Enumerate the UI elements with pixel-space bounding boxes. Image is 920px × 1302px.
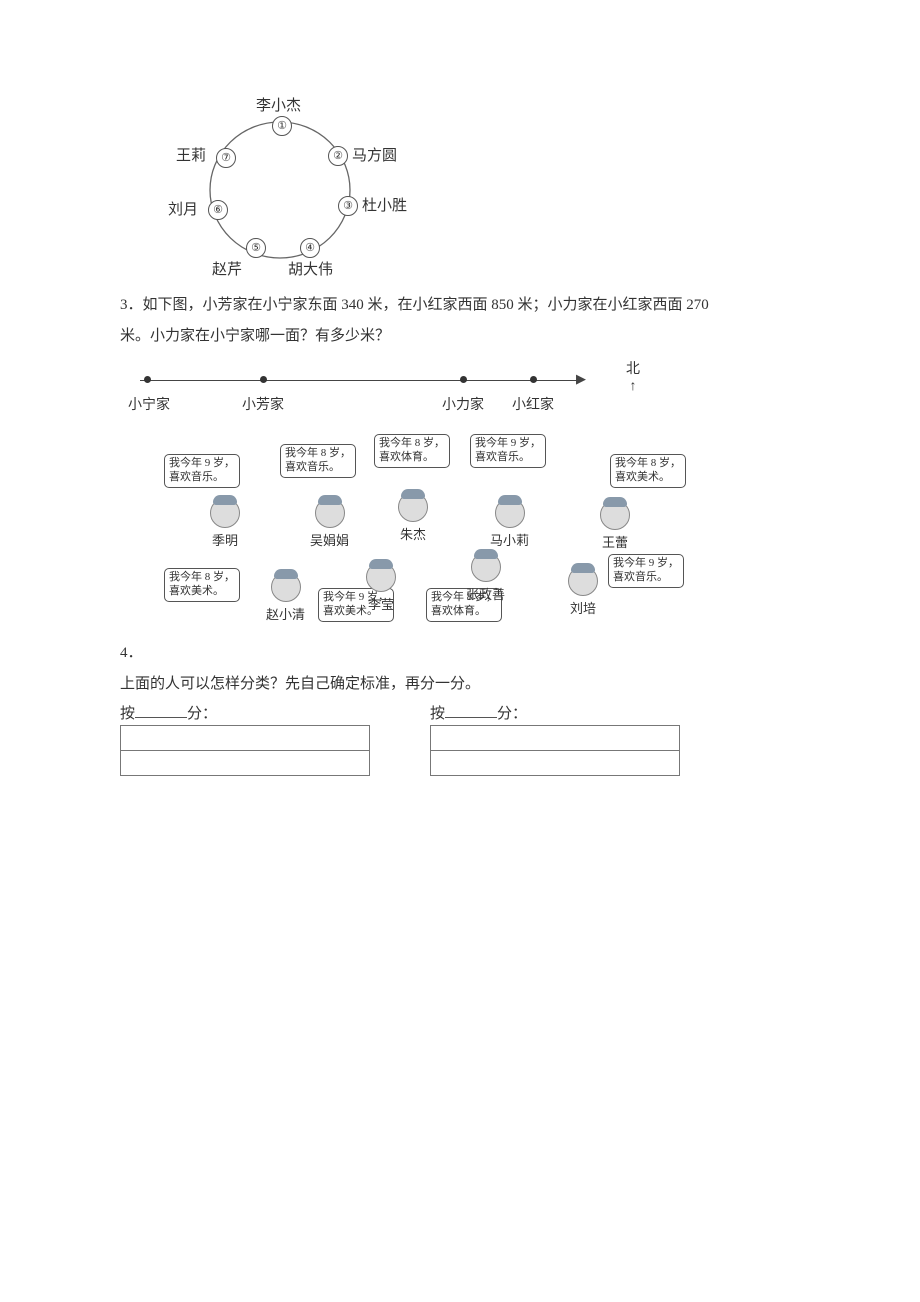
circle-label-6: 刘月 — [168, 198, 198, 219]
people-infographic: 我今年 9 岁，喜欢音乐。 我今年 8 岁，喜欢音乐。 我今年 8 岁，喜欢体育… — [170, 436, 710, 636]
avatar-icon — [600, 500, 630, 530]
circle-node-5: ⑤ — [246, 238, 266, 258]
circle-node-1: ① — [272, 116, 292, 136]
circle-node-3: ③ — [338, 196, 358, 216]
tick-label-xiaohong: 小红家 — [512, 394, 554, 414]
person-zhaoxiaoqing: 赵小清 — [266, 572, 305, 623]
circle-label-3: 杜小胜 — [362, 194, 407, 215]
circle-label-1: 李小杰 — [256, 94, 301, 115]
q3-text-line-1: 3．如下图，小芳家在小宁家东面 340 米，在小红家西面 850 米；小力家在小… — [120, 292, 800, 319]
axis-line — [140, 380, 580, 381]
q3-text-line-2: 米。小力家在小宁家哪一面？有多少米？ — [120, 323, 800, 350]
by-prefix: 按 — [430, 706, 445, 722]
q3-body-a: 如下图，小芳家在小宁家东面 340 米，在小红家西面 850 米；小力家在小红家… — [143, 297, 709, 313]
bubble-jiming: 我今年 9 岁，喜欢音乐。 — [164, 454, 240, 488]
class-table-2 — [430, 725, 680, 776]
class-header-1: 按 分： — [120, 702, 370, 723]
circle-diagram: ① 李小杰 ② 马方圆 ③ 杜小胜 ④ 胡大伟 ⑤ 赵芹 ⑥ 刘月 ⑦ 王莉 — [160, 100, 420, 280]
bubble-wanglei: 我今年 8 岁，喜欢美术。 — [610, 454, 686, 488]
person-name: 刘培 — [568, 598, 598, 617]
classification-col-2: 按 分： — [430, 702, 680, 776]
circle-label-4: 胡大伟 — [288, 258, 333, 279]
line-diagram: ▶ 小宁家 小芳家 小力家 小红家 北 ↑ — [130, 368, 610, 428]
by-suffix: 分： — [187, 706, 217, 722]
circle-node-6: ⑥ — [208, 200, 228, 220]
avatar-icon — [210, 498, 240, 528]
circle-label-7: 王莉 — [176, 144, 206, 165]
avatar-icon — [495, 498, 525, 528]
person-name: 马小莉 — [490, 530, 529, 549]
node-num: ④ — [305, 242, 315, 254]
bubble-wujuanjuan: 我今年 8 岁，喜欢音乐。 — [280, 444, 356, 478]
avatar-icon — [366, 562, 396, 592]
table-cell[interactable] — [121, 751, 370, 776]
node-num: ⑤ — [251, 242, 261, 254]
north-indicator: 北 ↑ — [626, 362, 640, 396]
node-num: ① — [277, 120, 287, 132]
north-arrow-icon: ↑ — [630, 379, 637, 394]
classification-tables: 按 分： 按 分： — [120, 702, 800, 776]
node-num: ② — [333, 150, 343, 162]
blank-input[interactable] — [445, 702, 497, 718]
person-liupei: 刘培 — [568, 566, 598, 617]
north-char: 北 — [626, 362, 640, 377]
circle-node-7: ⑦ — [216, 148, 236, 168]
tick-xiaohong — [530, 376, 537, 383]
table-cell[interactable] — [431, 751, 680, 776]
person-zhujie: 朱杰 — [398, 492, 428, 543]
q4-instruction: 上面的人可以怎样分类？先自己确定标准，再分一分。 — [120, 671, 800, 698]
avatar-icon — [271, 572, 301, 602]
avatar-icon — [398, 492, 428, 522]
bubble-zhujie: 我今年 8 岁，喜欢体育。 — [374, 434, 450, 468]
person-maxiaoli: 马小莉 — [490, 498, 529, 549]
avatar-icon — [568, 566, 598, 596]
tick-xiaofang — [260, 376, 267, 383]
node-num: ⑥ — [213, 204, 223, 216]
person-name: 李莹 — [366, 594, 396, 613]
class-table-1 — [120, 725, 370, 776]
tick-label-xiaoning: 小宁家 — [128, 394, 170, 414]
circle-node-4: ④ — [300, 238, 320, 258]
person-wujuanjuan: 吴娟娟 — [310, 498, 349, 549]
q4-label: 4． — [120, 640, 800, 667]
blank-input[interactable] — [135, 702, 187, 718]
bubble-maxiaoli: 我今年 9 岁，喜欢音乐。 — [470, 434, 546, 468]
tick-label-xiaofang: 小芳家 — [242, 394, 284, 414]
table-cell[interactable] — [121, 726, 370, 751]
by-prefix: 按 — [120, 706, 135, 722]
classification-col-1: 按 分： — [120, 702, 370, 776]
by-suffix: 分： — [497, 706, 527, 722]
tick-xiaoli — [460, 376, 467, 383]
table-cell[interactable] — [431, 726, 680, 751]
person-zhangzhengshan: 张政善 — [466, 552, 505, 603]
q3-label: 3． — [120, 297, 143, 313]
person-name: 吴娟娟 — [310, 530, 349, 549]
person-name: 张政善 — [466, 584, 505, 603]
person-name: 赵小清 — [266, 604, 305, 623]
person-liying: 李莹 — [366, 562, 396, 613]
bubble-liupei: 我今年 9 岁，喜欢音乐。 — [608, 554, 684, 588]
class-header-2: 按 分： — [430, 702, 680, 723]
person-name: 朱杰 — [398, 524, 428, 543]
person-jiming: 季明 — [210, 498, 240, 549]
circle-label-2: 马方圆 — [352, 144, 397, 165]
circle-label-5: 赵芹 — [212, 258, 242, 279]
avatar-icon — [315, 498, 345, 528]
person-name: 王蕾 — [600, 532, 630, 551]
axis-arrow-icon: ▶ — [576, 371, 586, 387]
avatar-icon — [471, 552, 501, 582]
node-num: ③ — [343, 200, 353, 212]
node-num: ⑦ — [221, 152, 231, 164]
bubble-zhaoxiaoqing: 我今年 8 岁，喜欢美术。 — [164, 568, 240, 602]
tick-label-xiaoli: 小力家 — [442, 394, 484, 414]
circle-node-2: ② — [328, 146, 348, 166]
person-wanglei: 王蕾 — [600, 500, 630, 551]
person-name: 季明 — [210, 530, 240, 549]
tick-xiaoning — [144, 376, 151, 383]
